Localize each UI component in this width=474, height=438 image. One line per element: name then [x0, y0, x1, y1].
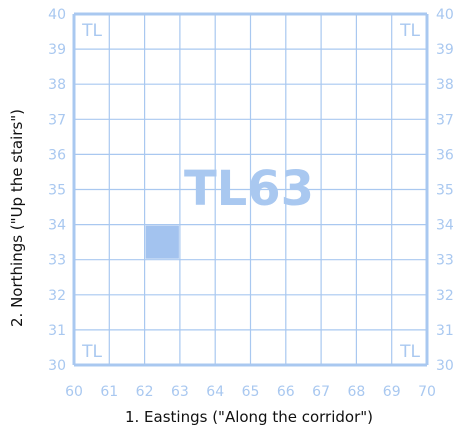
northing-tick-label: 32 [436, 288, 454, 304]
highlighted-grid-square [145, 225, 179, 259]
corner-label-top-right: TL [399, 21, 420, 41]
corner-label-top-left: TL [81, 21, 102, 41]
eastings-tick-labels: 60 61 62 63 64 65 66 67 68 69 70 [65, 384, 436, 400]
easting-tick-label: 65 [242, 384, 260, 400]
easting-tick-label: 60 [65, 384, 83, 400]
northing-tick-label: 38 [48, 77, 66, 93]
easting-tick-label: 63 [171, 384, 189, 400]
northing-tick-label: 37 [48, 112, 66, 128]
northing-tick-label: 33 [436, 253, 454, 269]
northing-tick-label: 36 [48, 147, 66, 163]
northing-tick-label: 38 [436, 77, 454, 93]
northing-tick-label: 32 [48, 288, 66, 304]
easting-tick-label: 64 [206, 384, 224, 400]
northing-tick-label: 40 [48, 7, 66, 23]
northing-tick-label: 31 [48, 323, 66, 339]
easting-tick-label: 69 [383, 384, 401, 400]
northing-tick-label: 30 [48, 358, 66, 374]
northing-tick-label: 30 [436, 358, 454, 374]
grid-square-label: TL63 [184, 161, 314, 217]
easting-tick-label: 61 [100, 384, 118, 400]
corner-label-bottom-left: TL [81, 342, 102, 362]
grid-lines [72, 12, 429, 367]
y-axis-title: 2. Northings ("Up the stairs") [8, 109, 26, 327]
northing-tick-label: 33 [48, 253, 66, 269]
northing-tick-label: 40 [436, 7, 454, 23]
x-axis-title: 1. Eastings ("Along the corridor") [125, 408, 373, 426]
corner-label-bottom-right: TL [399, 342, 420, 362]
northings-tick-labels-right: 30 31 32 33 34 35 36 37 38 39 40 [436, 7, 454, 374]
easting-tick-label: 66 [277, 384, 295, 400]
northing-tick-label: 37 [436, 112, 454, 128]
northing-tick-label: 39 [48, 42, 66, 58]
northing-tick-label: 34 [48, 218, 66, 234]
easting-tick-label: 62 [136, 384, 154, 400]
northing-tick-label: 31 [436, 323, 454, 339]
easting-tick-label: 70 [418, 384, 436, 400]
northing-tick-label: 35 [48, 183, 66, 199]
northing-tick-label: 36 [436, 147, 454, 163]
northing-tick-label: 35 [436, 183, 454, 199]
northing-tick-label: 34 [436, 218, 454, 234]
northings-tick-labels-left: 30 31 32 33 34 35 36 37 38 39 40 [48, 7, 66, 374]
easting-tick-label: 68 [347, 384, 365, 400]
easting-tick-label: 67 [312, 384, 330, 400]
northing-tick-label: 39 [436, 42, 454, 58]
